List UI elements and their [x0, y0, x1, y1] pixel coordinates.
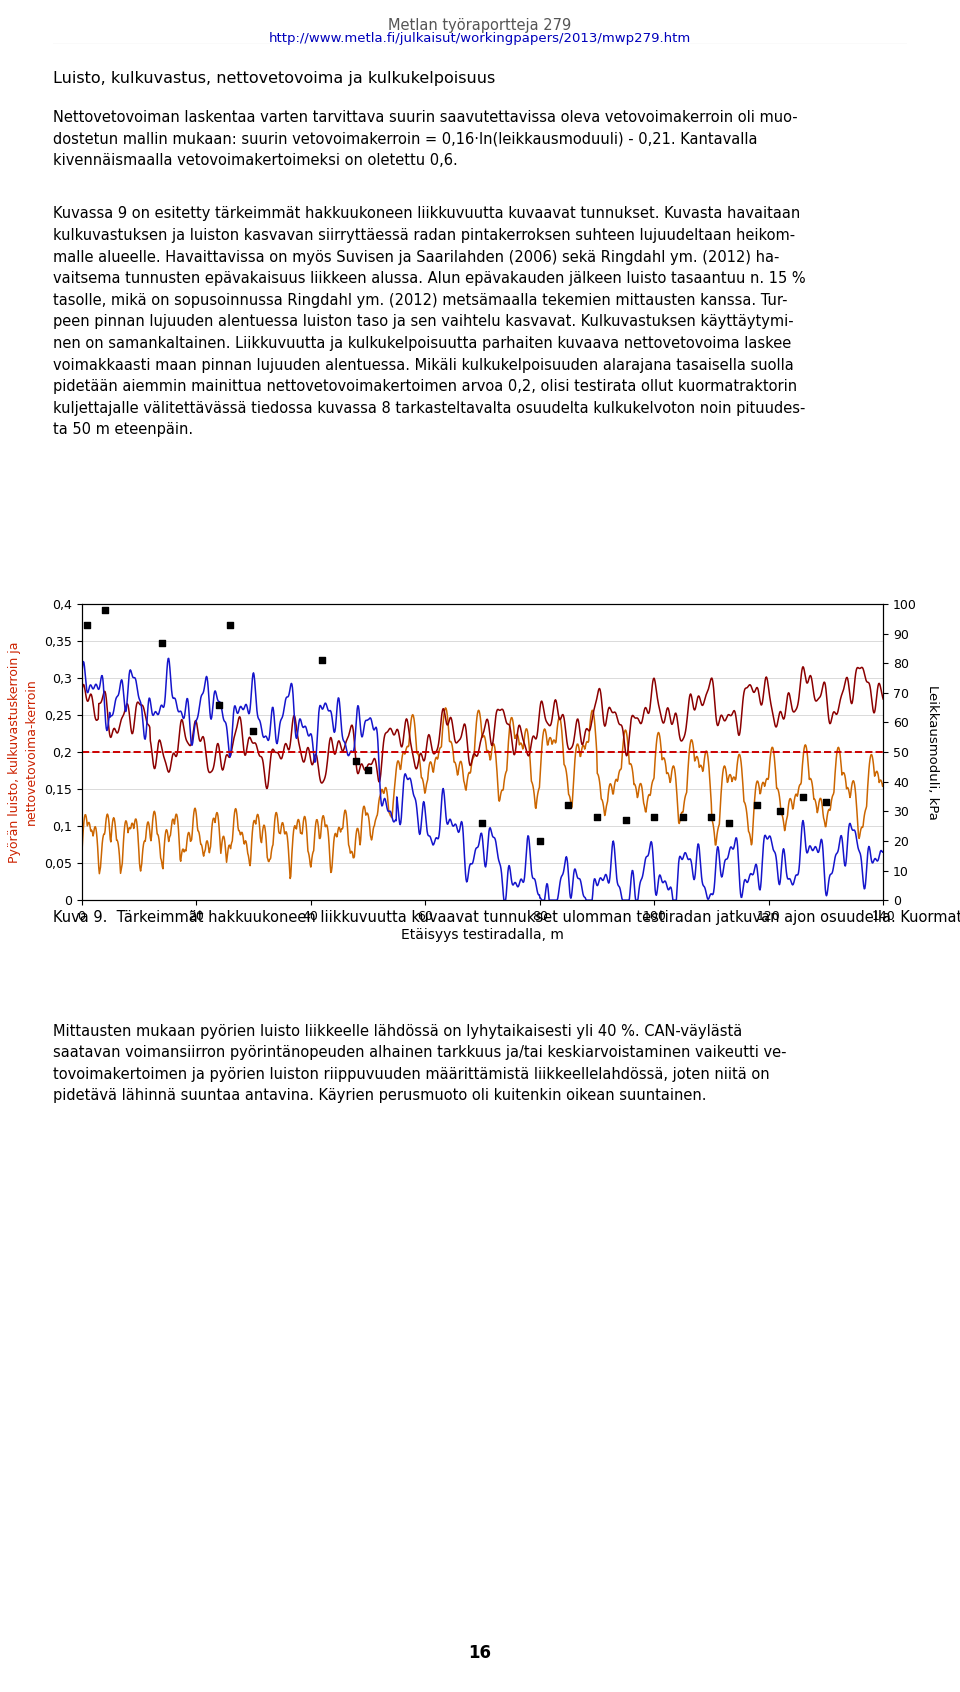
Text: Kuva 9.  Tärkeimmät hakkuukoneen liikkuvuutta kuvaavat tunnukset ulomman testira: Kuva 9. Tärkeimmät hakkuukoneen liikkuvu…: [53, 910, 960, 926]
Point: [314, 646, 329, 673]
Point: [618, 807, 634, 834]
Point: [675, 804, 690, 831]
Point: [589, 804, 605, 831]
Text: Metlan työraportteja 279: Metlan työraportteja 279: [389, 17, 571, 32]
Text: 16: 16: [468, 1643, 492, 1662]
Point: [561, 792, 576, 819]
Point: [646, 804, 661, 831]
Point: [97, 597, 112, 624]
Text: http://www.metla.fi/julkaisut/workingpapers/2013/mwp279.htm: http://www.metla.fi/julkaisut/workingpap…: [269, 32, 691, 46]
Point: [246, 717, 261, 744]
Text: Luisto, kulkuvastus, nettovetovoima ja kulkukelpoisuus: Luisto, kulkuvastus, nettovetovoima ja k…: [53, 71, 495, 86]
Point: [211, 690, 227, 717]
Y-axis label: Pyörän luisto, kulkuvastuskerroin ja
nettovetovoima­kerroin: Pyörän luisto, kulkuvastuskerroin ja net…: [9, 641, 38, 863]
Point: [795, 783, 810, 810]
Point: [704, 804, 719, 831]
Point: [348, 748, 364, 775]
Point: [773, 799, 788, 826]
Point: [750, 792, 765, 819]
Point: [80, 611, 95, 638]
Point: [818, 788, 833, 816]
Point: [223, 611, 238, 638]
Text: Kuvassa 9 on esitetty tärkeimmät hakkuukoneen liikkuvuutta kuvaavat tunnukset. K: Kuvassa 9 on esitetty tärkeimmät hakkuuk…: [53, 206, 805, 438]
Point: [154, 629, 169, 656]
Point: [532, 827, 547, 854]
Text: Nettovetovoiman laskentaa varten tarvittava suurin saavutettavissa oleva vetovoi: Nettovetovoiman laskentaa varten tarvitt…: [53, 110, 798, 168]
Y-axis label: Leikkausmoduli, kPa: Leikkausmoduli, kPa: [926, 685, 939, 819]
Point: [360, 756, 375, 783]
Point: [721, 810, 736, 838]
X-axis label: Etäisyys testiradalla, m: Etäisyys testiradalla, m: [401, 929, 564, 942]
Point: [474, 810, 490, 838]
Text: Mittausten mukaan pyörien luisto liikkeelle lähdössä on lyhytaikaisesti yli 40 %: Mittausten mukaan pyörien luisto liikkee…: [53, 1024, 786, 1103]
